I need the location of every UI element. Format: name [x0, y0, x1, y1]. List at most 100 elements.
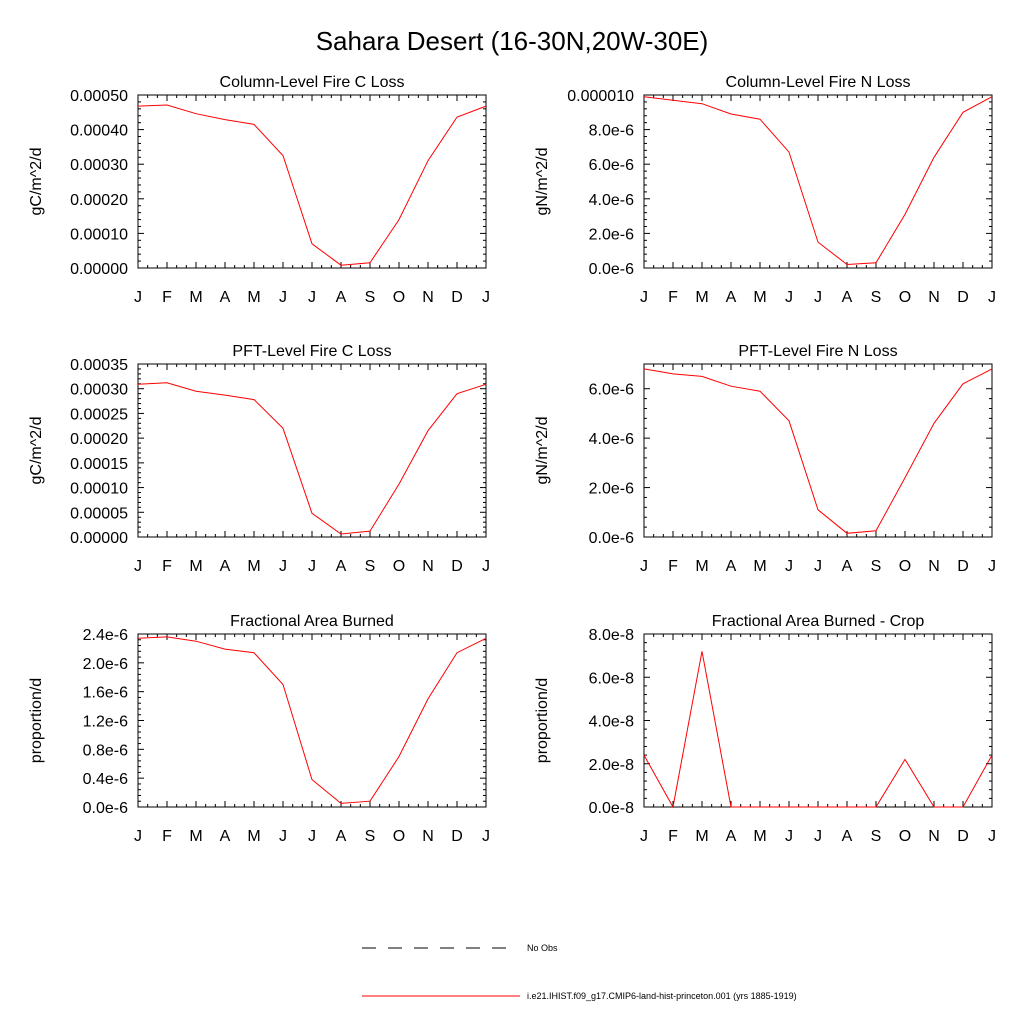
x-tick-label: J: [640, 289, 648, 306]
x-tick-label: A: [336, 828, 347, 845]
y-tick-label: 0.00050: [70, 88, 128, 105]
x-tick-label: M: [189, 558, 202, 575]
panel-title: Fractional Area Burned - Crop: [712, 613, 925, 630]
x-tick-label: J: [308, 558, 316, 575]
x-tick-label: A: [220, 289, 231, 306]
panel-title: PFT-Level Fire C Loss: [232, 343, 391, 360]
y-tick-label: 0.0e-6: [83, 800, 128, 817]
x-tick-label: J: [308, 289, 316, 306]
y-tick-label: 0.00020: [70, 192, 128, 209]
x-tick-label: M: [247, 558, 260, 575]
x-tick-label: J: [814, 828, 822, 845]
plot-frame: [137, 363, 487, 538]
y-tick-label: 0.00030: [70, 157, 128, 174]
x-tick-label: S: [365, 828, 376, 845]
y-axis-label: gC/m^2/d: [28, 148, 45, 216]
series-line: [137, 636, 487, 804]
y-tick-label: 0.00015: [70, 456, 128, 473]
x-tick-label: J: [134, 558, 142, 575]
x-tick-label: F: [668, 828, 678, 845]
x-tick-label: M: [695, 558, 708, 575]
x-tick-label: N: [928, 289, 940, 306]
x-tick-label: J: [308, 828, 316, 845]
x-tick-label: A: [726, 828, 737, 845]
x-tick-label: D: [451, 289, 463, 306]
y-tick-label: 6.0e-6: [589, 382, 634, 399]
x-tick-label: M: [753, 289, 766, 306]
y-axis-label: proportion/d: [28, 678, 45, 763]
x-tick-label: A: [726, 289, 737, 306]
plot-frame: [137, 94, 487, 269]
legend: No Obs i.e21.IHIST.f09_g17.CMIP6-land-hi…: [362, 943, 797, 1001]
x-tick-label: J: [640, 558, 648, 575]
x-tick-label: A: [726, 558, 737, 575]
y-tick-label: 2.0e-6: [589, 481, 634, 498]
x-tick-label: S: [871, 828, 882, 845]
series-line: [137, 104, 487, 266]
x-tick-label: A: [220, 558, 231, 575]
x-tick-label: J: [134, 289, 142, 306]
x-tick-label: J: [785, 289, 793, 306]
x-tick-label: N: [422, 558, 434, 575]
y-tick-label: 0.00040: [70, 123, 128, 140]
x-tick-label: D: [957, 558, 969, 575]
x-tick-label: N: [422, 828, 434, 845]
y-tick-label: 0.000010: [567, 88, 634, 105]
series-line: [643, 96, 993, 266]
x-tick-label: F: [162, 828, 172, 845]
x-tick-label: D: [957, 828, 969, 845]
panel-title: Column-Level Fire N Loss: [726, 74, 911, 91]
y-tick-label: 0.00025: [70, 406, 128, 423]
x-tick-label: F: [162, 558, 172, 575]
x-tick-label: M: [189, 828, 202, 845]
x-tick-label: O: [393, 558, 405, 575]
y-tick-label: 6.0e-8: [589, 670, 634, 687]
x-tick-label: D: [451, 558, 463, 575]
x-tick-label: J: [640, 828, 648, 845]
x-tick-label: N: [422, 289, 434, 306]
x-tick-label: M: [189, 289, 202, 306]
x-tick-label: A: [220, 828, 231, 845]
y-tick-label: 0.4e-6: [83, 771, 128, 788]
y-tick-label: 4.0e-6: [589, 431, 634, 448]
x-tick-label: J: [988, 828, 996, 845]
y-tick-label: 0.00005: [70, 505, 128, 522]
y-tick-label: 0.00020: [70, 431, 128, 448]
x-tick-label: D: [957, 289, 969, 306]
y-axis-label: gN/m^2/d: [534, 148, 551, 216]
x-tick-label: F: [668, 289, 678, 306]
x-tick-label: M: [695, 289, 708, 306]
x-tick-label: S: [871, 289, 882, 306]
x-tick-label: J: [988, 289, 996, 306]
panel-title: PFT-Level Fire N Loss: [738, 343, 897, 360]
y-tick-label: 0.8e-6: [83, 742, 128, 759]
plot-frame: [643, 94, 993, 269]
x-tick-label: A: [842, 558, 853, 575]
x-tick-label: D: [451, 828, 463, 845]
y-tick-label: 8.0e-8: [589, 627, 634, 644]
y-tick-label: 0.00010: [70, 226, 128, 243]
x-tick-label: A: [336, 289, 347, 306]
x-tick-label: J: [482, 828, 490, 845]
x-tick-label: O: [393, 289, 405, 306]
x-tick-label: N: [928, 558, 940, 575]
x-tick-label: A: [336, 558, 347, 575]
y-tick-label: 0.00000: [70, 530, 128, 547]
x-tick-label: J: [814, 558, 822, 575]
x-tick-label: J: [279, 828, 287, 845]
x-tick-label: M: [247, 828, 260, 845]
x-tick-label: J: [134, 828, 142, 845]
y-axis-label: gC/m^2/d: [28, 417, 45, 485]
y-axis-label: gN/m^2/d: [534, 417, 551, 485]
series-line: [137, 382, 487, 535]
legend-obs-label: No Obs: [527, 943, 558, 953]
y-tick-label: 4.0e-6: [589, 192, 634, 209]
plot-frame: [643, 633, 993, 808]
y-tick-label: 0.0e-6: [589, 530, 634, 547]
